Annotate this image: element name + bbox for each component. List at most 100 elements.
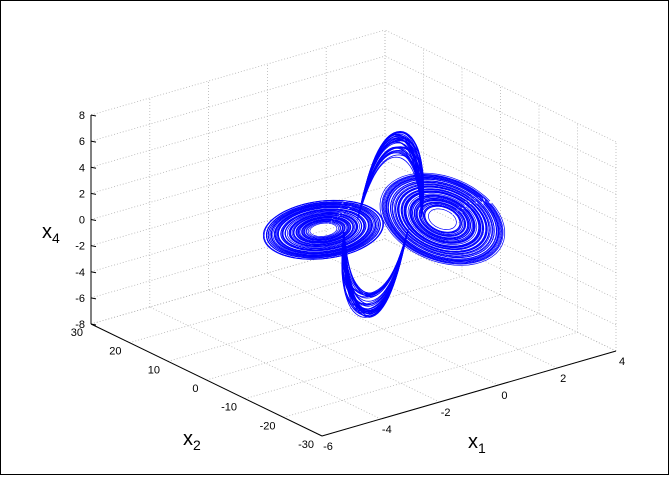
- y-axis-line: [90, 323, 323, 437]
- trajectory-loop: [386, 177, 499, 262]
- y-tick-label: -10: [221, 402, 237, 414]
- z-tick-label: -6: [75, 293, 85, 305]
- z-tick-label: 4: [79, 162, 85, 174]
- x-axis-line: [321, 350, 617, 437]
- trajectory-loop: [381, 174, 504, 265]
- z-tick-mark: [90, 323, 97, 326]
- trajectory-loop: [407, 193, 478, 245]
- floor-grid-line: [283, 331, 578, 418]
- trajectory-loop: [263, 200, 384, 260]
- trajectory-loop: [275, 206, 371, 254]
- x-tick-label: -4: [382, 424, 392, 436]
- trajectory-loop: [382, 174, 503, 264]
- lower-excursion: [343, 229, 409, 313]
- trajectory-loop: [269, 203, 378, 257]
- trajectory-loop: [296, 216, 350, 243]
- trajectory-loop: [415, 199, 470, 240]
- wall-grid-line: [90, 107, 386, 194]
- trajectory-loop: [410, 195, 475, 243]
- wall-grid-line: [90, 55, 386, 142]
- floor-grid-line: [167, 275, 463, 362]
- trajectory-loop: [301, 219, 345, 241]
- y-tick-label: 30: [71, 327, 83, 339]
- lower-excursion: [343, 229, 409, 299]
- lower-excursion: [343, 229, 409, 318]
- trajectory-loop: [421, 203, 464, 235]
- trajectory-loop: [284, 210, 363, 250]
- wall-grid-line: [90, 160, 386, 247]
- trajectory-loop: [305, 220, 342, 239]
- y-tick-label: 0: [192, 383, 198, 395]
- x-axis-label: x1: [468, 431, 486, 456]
- floor-grid-line: [326, 255, 558, 369]
- trajectory-loop: [404, 191, 481, 248]
- trajectory-loop: [402, 189, 483, 250]
- trajectory-loop: [384, 176, 501, 263]
- trajectory-loop: [394, 183, 491, 256]
- y-axis-label: x2: [183, 428, 201, 453]
- trajectory-loop: [291, 214, 356, 246]
- trajectory-loop: [273, 205, 373, 255]
- floor-grid-line: [206, 294, 501, 381]
- wall-grid-line: [90, 134, 386, 220]
- trajectory-loop: [297, 217, 349, 243]
- trajectory-loop: [383, 175, 502, 263]
- axes-box: [90, 114, 617, 437]
- floor-grid-line: [244, 313, 540, 400]
- trajectory-loop: [306, 221, 341, 239]
- trajectory-loop: [419, 202, 466, 237]
- lower-excursion: [341, 229, 409, 305]
- wall-grid-line: [384, 29, 617, 143]
- trajectory-loop: [401, 188, 484, 250]
- trajectory-loop: [265, 201, 381, 259]
- trajectory-loop: [418, 201, 467, 237]
- trajectory-loop: [309, 222, 338, 237]
- y-tick-label: -20: [260, 420, 276, 432]
- floor-grid-line: [129, 257, 424, 344]
- z-tick-label: -8: [75, 319, 85, 331]
- trajectory-loop: [417, 200, 468, 239]
- trajectory-loop: [288, 212, 359, 248]
- floor-grid-line: [149, 306, 381, 420]
- z-tick-mark: [90, 166, 97, 169]
- trajectory-loop: [391, 181, 494, 257]
- trajectory-loop: [292, 214, 354, 245]
- trajectory-loop: [424, 205, 461, 233]
- trajectory-loop: [303, 219, 344, 240]
- trajectory-loop: [387, 178, 498, 260]
- y-tick-label: -30: [298, 439, 314, 451]
- trajectory-loop: [275, 205, 372, 254]
- trajectory-loop: [278, 207, 369, 253]
- trajectory-loop: [398, 186, 487, 252]
- z-tick-mark: [90, 140, 97, 143]
- y-tick-label: 20: [109, 346, 121, 358]
- wall-grid-line: [384, 108, 617, 221]
- z-tick-label: 8: [79, 110, 85, 122]
- trajectory-loop: [419, 202, 465, 236]
- trajectory-loop: [390, 180, 495, 258]
- wall-grid-line: [384, 55, 617, 169]
- trajectory-loop: [428, 208, 457, 230]
- wall-grid-line: [384, 81, 617, 195]
- trajectory-loop: [280, 208, 367, 251]
- attractor-trajectory: [262, 130, 506, 318]
- z-tick-mark: [90, 245, 97, 248]
- trajectory-loop: [270, 203, 377, 256]
- wall-grid-line: [384, 134, 617, 247]
- floor-grid-line: [208, 289, 440, 403]
- z-tick-label: -2: [75, 241, 85, 253]
- trajectory-loop: [272, 204, 375, 256]
- trajectory-loop: [262, 199, 384, 260]
- x-tick-label: -6: [323, 441, 333, 453]
- lower-excursion: [343, 229, 409, 310]
- trajectory-loop: [398, 186, 487, 252]
- trajectory-loop: [299, 217, 348, 242]
- trajectory-loop: [412, 196, 473, 242]
- z-tick-mark: [90, 114, 97, 117]
- z-axis-label: x4: [42, 221, 60, 246]
- trajectory-loop: [286, 211, 360, 248]
- trajectory-loop: [295, 215, 352, 244]
- trajectory-loop: [409, 194, 476, 244]
